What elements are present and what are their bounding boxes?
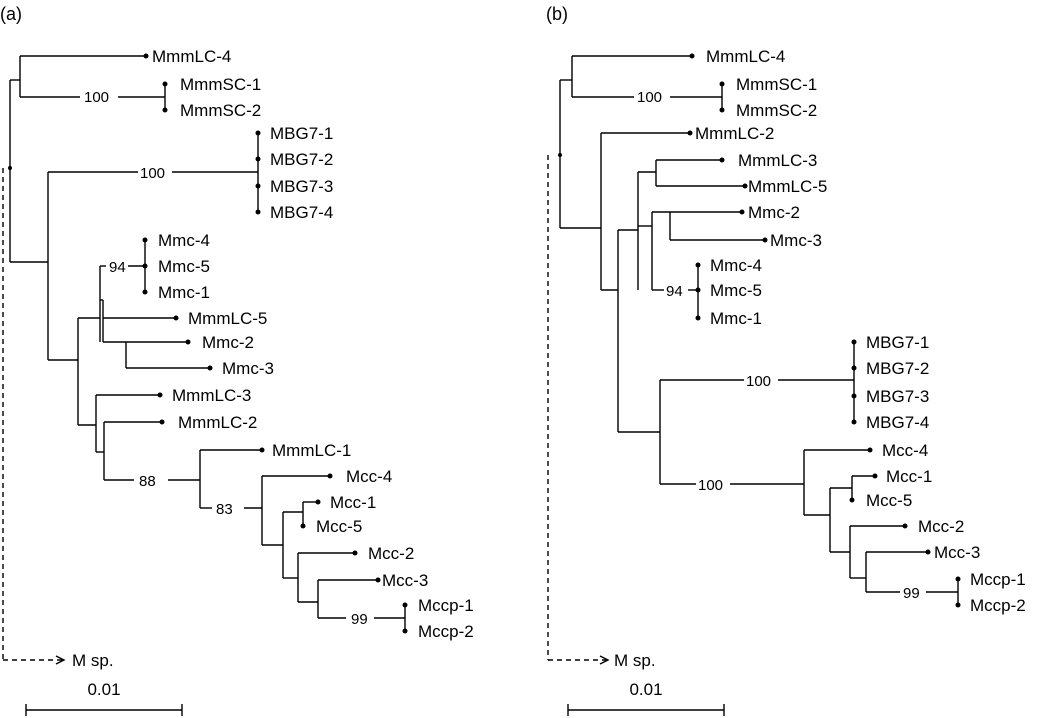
- leaf-label: MBG7-1: [866, 333, 929, 352]
- leaf-label: Mcc-3: [934, 543, 980, 562]
- leaf-label: Mccp-2: [418, 622, 474, 641]
- leaf-label: Mccp-2: [970, 596, 1026, 615]
- bootstrap-value: 99: [351, 611, 368, 628]
- bootstrap-value: 100: [746, 373, 771, 390]
- panel-b-leaf-dots: [558, 53, 961, 608]
- leaf-label: Mmc-1: [710, 309, 762, 328]
- panel-a-scale-bar: 0.01: [25, 680, 183, 716]
- leaf-label: MBG7-4: [270, 203, 333, 222]
- bootstrap-value: 100: [698, 477, 723, 494]
- leaf-label: MmmSC-2: [180, 101, 261, 120]
- leaf-label: MmmLC-4: [152, 47, 231, 66]
- panel-a: (a): [0, 4, 474, 716]
- leaf-label: MmmLC-3: [738, 151, 817, 170]
- leaf-label: Mmc-3: [770, 231, 822, 250]
- leaf-label: Mcc-4: [346, 467, 392, 486]
- bootstrap-value: 88: [139, 473, 156, 490]
- leaf-label: Mcc-1: [886, 467, 932, 486]
- leaf-label: Mcc-3: [382, 571, 428, 590]
- leaf-label: MBG7-4: [866, 413, 929, 432]
- leaf-label: MBG7-2: [866, 359, 929, 378]
- leaf-label: Mmc-5: [158, 257, 210, 276]
- leaf-label: Mmc-2: [748, 203, 800, 222]
- leaf-label: Mmc-4: [158, 231, 210, 250]
- outgroup-label: M sp.: [614, 651, 656, 670]
- leaf-label: Mccp-1: [970, 570, 1026, 589]
- leaf-label: MmmLC-1: [272, 441, 351, 460]
- bootstrap-value: 94: [109, 259, 126, 276]
- leaf-label: Mcc-1: [330, 493, 376, 512]
- bootstrap-value: 94: [666, 283, 683, 300]
- panel-a-branches: [2, 55, 406, 665]
- leaf-label: Mmc-5: [710, 281, 762, 300]
- bootstrap-value: 100: [637, 89, 662, 106]
- panel-b-scale-bar: 0.01: [567, 680, 725, 716]
- leaf-label: Mcc-2: [918, 517, 964, 536]
- panel-b-branches: [547, 55, 959, 665]
- leaf-label: MmmLC-4: [706, 47, 785, 66]
- bootstrap-value: 100: [140, 165, 165, 182]
- scale-bar-label: 0.01: [87, 680, 120, 699]
- leaf-label: Mccp-1: [418, 596, 474, 615]
- leaf-label: MBG7-3: [866, 387, 929, 406]
- leaf-label: Mmc-4: [710, 256, 762, 275]
- leaf-label: Mcc-4: [882, 441, 928, 460]
- leaf-label: MBG7-2: [270, 150, 333, 169]
- panel-a-bootstrap-values: 100 100 94 88 83 99: [84, 89, 368, 628]
- leaf-label: Mcc-5: [316, 517, 362, 536]
- leaf-label: MmmLC-3: [172, 386, 251, 405]
- leaf-label: Mmc-3: [222, 359, 274, 378]
- panel-a-leaf-labels: MmmLC-4 MmmSC-1 MmmSC-2 MBG7-1 MBG7-2 MB…: [72, 47, 474, 670]
- leaf-label: MmmSC-1: [736, 75, 817, 94]
- leaf-label: MmmLC-2: [695, 124, 774, 143]
- outgroup-label: M sp.: [72, 651, 114, 670]
- scale-bar-label: 0.01: [629, 680, 662, 699]
- leaf-label: MBG7-3: [270, 177, 333, 196]
- leaf-label: MmmLC-5: [188, 309, 267, 328]
- panel-b: (b): [546, 4, 1026, 716]
- leaf-label: MmmLC-5: [748, 177, 827, 196]
- panel-b-bootstrap-values: 100 94 100 100 99: [637, 89, 920, 602]
- leaf-label: Mcc-5: [866, 491, 912, 510]
- leaf-label: Mmc-1: [158, 283, 210, 302]
- leaf-label: MmmLC-2: [178, 413, 257, 432]
- bootstrap-value: 99: [903, 585, 920, 602]
- leaf-label: MmmSC-1: [180, 75, 261, 94]
- leaf-label: MBG7-1: [270, 124, 333, 143]
- bootstrap-value: 83: [216, 501, 233, 518]
- leaf-label: MmmSC-2: [736, 101, 817, 120]
- panel-b-label: (b): [546, 4, 568, 24]
- panel-a-leaf-dots: [8, 53, 408, 634]
- leaf-label: Mcc-2: [368, 544, 414, 563]
- panel-b-leaf-labels: MmmLC-4 MmmSC-1 MmmSC-2 MmmLC-2 MmmLC-3 …: [614, 47, 1026, 670]
- bootstrap-value: 100: [84, 89, 109, 106]
- leaf-label: Mmc-2: [202, 333, 254, 352]
- panel-a-label: (a): [0, 4, 22, 24]
